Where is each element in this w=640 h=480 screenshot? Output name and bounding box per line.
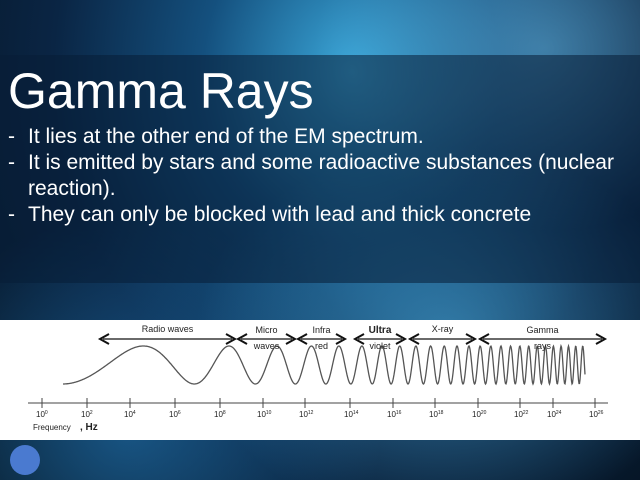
wave (63, 343, 586, 387)
bullet: They can only be blocked with lead and t… (8, 202, 638, 228)
arrowhead-left (295, 333, 308, 345)
tick-label: 1020 (472, 410, 487, 419)
band-label: waves (253, 341, 280, 351)
axis-label: Frequency (33, 423, 71, 432)
band-label: Gamma (526, 325, 558, 335)
unit-label: , Hz (80, 422, 98, 433)
tick-label: 1026 (589, 410, 604, 419)
tick-label: 1024 (547, 410, 562, 419)
tick-label: 1012 (299, 410, 314, 419)
arrowhead-left (97, 333, 110, 345)
band-label: Infra (312, 325, 330, 335)
em-spectrum-diagram: 100 102 104 106 108 1010 1012 1014 1016 1018 1020 1… (0, 320, 640, 440)
arrowhead-left (235, 333, 248, 345)
spectrum-svg: 100 102 104 106 108 1010 1012 1014 1016 1018 1020 1… (28, 324, 608, 433)
band-label: X-ray (432, 324, 454, 334)
arrowhead-right (335, 333, 348, 345)
tick-label: 1016 (387, 410, 402, 419)
arrowhead-left (352, 333, 365, 345)
tick-label: 102 (81, 410, 93, 419)
tick-label: 100 (36, 410, 48, 419)
slide-title: Gamma Rays (8, 63, 314, 119)
band-label: Ultra (369, 325, 392, 336)
slide-nav-circle[interactable] (10, 445, 40, 475)
tick-label: 1018 (429, 410, 444, 419)
bullet: It lies at the other end of the EM spect… (8, 124, 638, 150)
tick-label: 1022 (514, 410, 529, 419)
arrowhead-right (595, 333, 608, 345)
arrowhead-left (477, 333, 490, 345)
band-label: Micro (256, 325, 278, 335)
bullet-list: It lies at the other end of the EM spect… (8, 124, 638, 228)
band-label: violet (369, 341, 391, 351)
tick-label: 104 (124, 410, 136, 419)
arrowhead-right (395, 333, 408, 345)
band-label: red (315, 341, 328, 351)
arrowhead-right (225, 333, 238, 345)
band-label: Radio waves (142, 324, 194, 334)
band-label: rays (534, 341, 552, 351)
arrowhead-left (407, 333, 420, 345)
tick-label: 106 (169, 410, 181, 419)
bullet: It is emitted by stars and some radioact… (8, 150, 638, 202)
arrowhead-right (285, 333, 298, 345)
tick-label: 1010 (257, 410, 272, 419)
arrowhead-right (465, 333, 478, 345)
tick-label: 1014 (344, 410, 359, 419)
tick-label: 108 (214, 410, 226, 419)
